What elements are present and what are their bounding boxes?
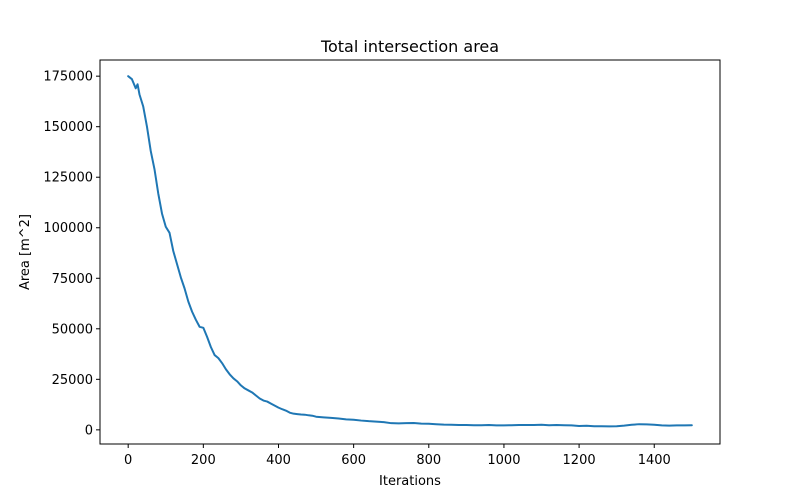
- x-tick-label: 400: [266, 453, 291, 468]
- y-tick-label: 75000: [52, 272, 93, 287]
- series-line: [127, 75, 693, 428]
- x-tick-label: 0: [124, 453, 132, 468]
- x-tick-label: 800: [416, 453, 441, 468]
- y-tick-label: 100000: [43, 221, 93, 236]
- y-tick-label: 150000: [43, 120, 93, 135]
- x-tick-label: 200: [191, 453, 216, 468]
- x-tick-label: 1200: [563, 453, 596, 468]
- axes-frame: [99, 59, 721, 445]
- y-tick-label: 175000: [43, 70, 93, 85]
- y-axis-ticks: 0 25000 50000 75000 100000 125000 150000 175000: [43, 70, 100, 438]
- x-tick-label: 1000: [487, 453, 520, 468]
- series-layer: [127, 75, 693, 428]
- chart-title: Total intersection area: [320, 37, 499, 56]
- x-tick-label: 1400: [638, 453, 671, 468]
- x-axis-ticks: 0 200 400 600 800 1000 1200 1400: [124, 444, 671, 468]
- y-tick-label: 50000: [52, 322, 93, 337]
- y-tick-label: 0: [85, 423, 93, 438]
- x-tick-label: 600: [341, 453, 366, 468]
- y-tick-label: 25000: [52, 373, 93, 388]
- x-axis-label: Iterations: [379, 474, 441, 489]
- y-tick-label: 125000: [43, 171, 93, 186]
- y-axis-label: Area [m^2]: [18, 214, 33, 290]
